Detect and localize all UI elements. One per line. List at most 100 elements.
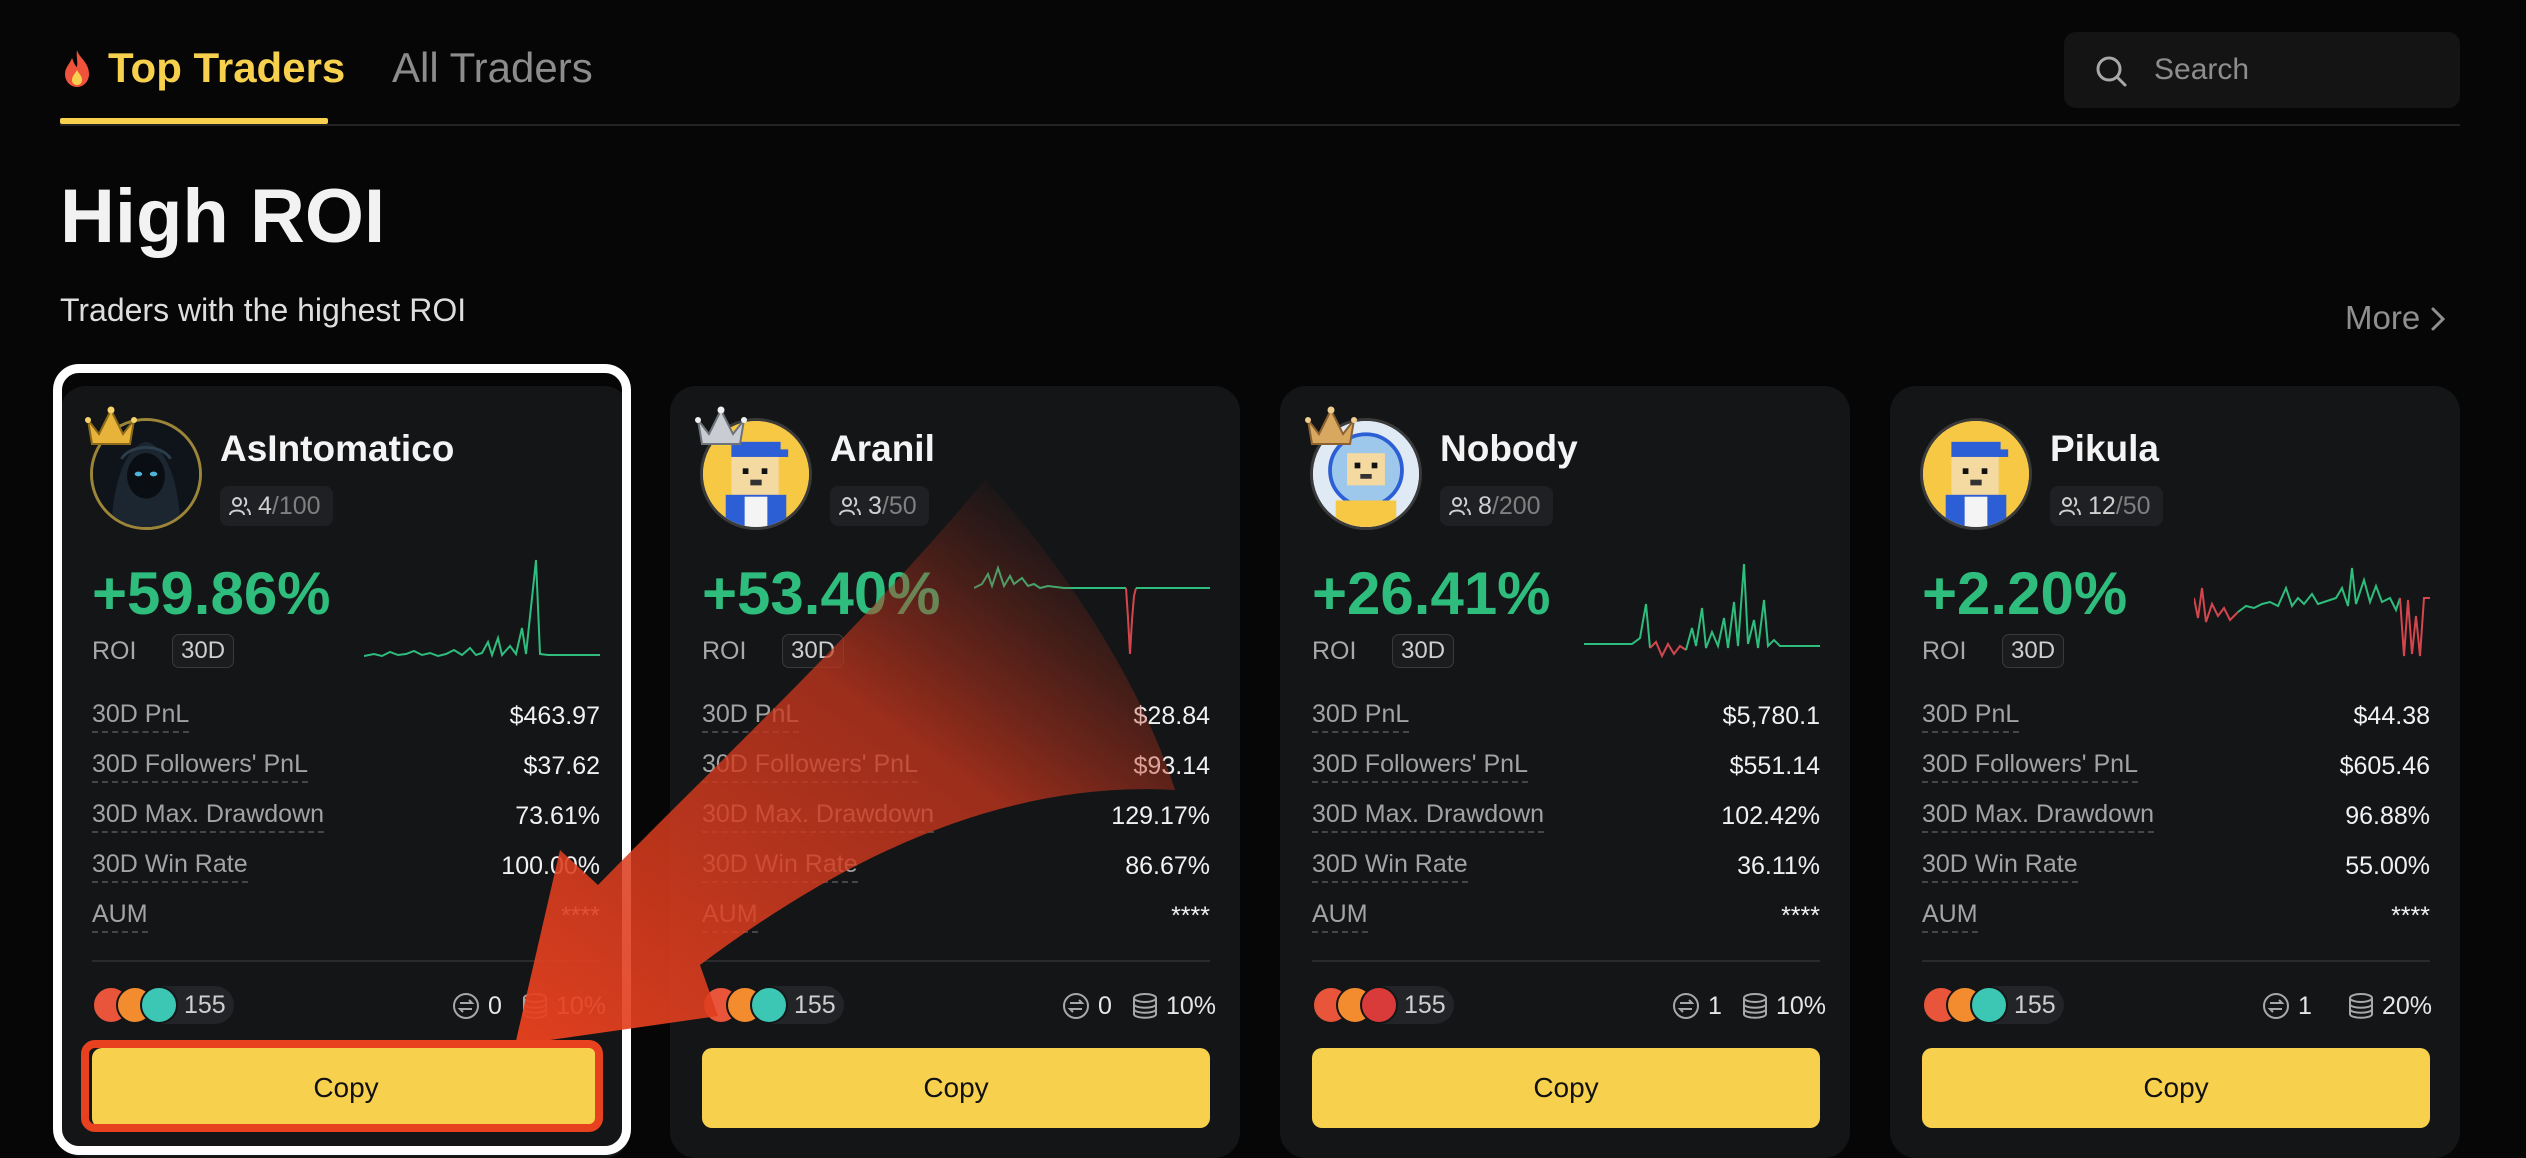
copy-button[interactable]: Copy (92, 1048, 600, 1128)
stat-label[interactable]: 30D PnL (702, 697, 800, 733)
users-icon (1449, 497, 1471, 516)
followers-badge: 12/50 (2050, 486, 2163, 526)
gold-crown-icon (85, 406, 137, 445)
roi-period-badge: 30D (172, 634, 235, 668)
stat-value: $5,780.1 (1722, 702, 1820, 730)
trader-name[interactable]: Pikula (2050, 428, 2159, 469)
tab-top-traders[interactable]: Top Traders (60, 40, 345, 96)
roi-period-badge: 30D (782, 634, 845, 668)
stat-value: $551.14 (1729, 752, 1820, 780)
swap-icon (1063, 993, 1089, 1019)
stat-label[interactable]: 30D Win Rate (1312, 847, 1468, 883)
stat-value: 55.00% (2345, 852, 2430, 880)
profit-share-value: 10% (1166, 992, 1217, 1020)
stat-max-drawdown: 30D Max. Drawdown 96.88% (1922, 797, 2430, 835)
stat-label[interactable]: AUM (92, 897, 148, 933)
stat-win-rate: 30D Win Rate 55.00% (1922, 847, 2430, 885)
profit-share: 20% (2348, 987, 2432, 1025)
followers-max: /50 (2115, 492, 2151, 520)
roi-label: ROI (1312, 637, 1357, 665)
stat-aum: AUM **** (1922, 897, 2430, 935)
stat-label[interactable]: AUM (1922, 897, 1978, 933)
trader-avatar-wrap (695, 406, 812, 530)
stat-value: **** (1171, 902, 1210, 930)
coins-stack-icon (2349, 993, 2373, 1019)
roi-label: ROI (92, 637, 137, 665)
followers-max: /200 (1491, 492, 1541, 520)
bronze-crown-icon (1305, 406, 1357, 445)
stat-label[interactable]: 30D PnL (92, 697, 190, 733)
more-link-label: More (2345, 299, 2421, 336)
stat-value: 96.88% (2345, 802, 2430, 830)
more-link[interactable]: More (2345, 296, 2446, 340)
followers-count: 8 (1478, 492, 1492, 520)
avatar[interactable] (1920, 418, 2032, 530)
trader-name[interactable]: Nobody (1440, 428, 1578, 469)
trader-name[interactable]: Aranil (830, 428, 935, 469)
roi-sparkline (1584, 563, 1820, 659)
pixel-dog-avatar (1923, 421, 2029, 527)
stat-value: 86.67% (1125, 852, 1210, 880)
roi-value: +59.86% (92, 560, 331, 627)
followers-count: 12 (2088, 492, 2116, 520)
copy-button[interactable]: Copy (1312, 1048, 1820, 1128)
stat-max-drawdown: 30D Max. Drawdown 102.42% (1312, 797, 1820, 835)
followers-count: 4 (258, 492, 272, 520)
profit-share-value: 10% (1776, 992, 1827, 1020)
stat-label[interactable]: 30D Win Rate (92, 847, 248, 883)
search-box[interactable] (2064, 32, 2460, 108)
trades-count: 1 (1672, 987, 1722, 1025)
stat-value: $28.84 (1133, 702, 1210, 730)
stat-followers-pnl: 30D Followers' PnL $93.14 (702, 747, 1210, 785)
stat-label[interactable]: 30D Followers' PnL (702, 747, 918, 783)
divider (702, 960, 1210, 962)
stat-label[interactable]: 30D Followers' PnL (92, 747, 308, 783)
coin-icon (750, 986, 788, 1024)
stat-label[interactable]: 30D Win Rate (1922, 847, 2078, 883)
trader-name[interactable]: AsIntomatico (220, 428, 455, 469)
copy-button[interactable]: Copy (702, 1048, 1210, 1128)
trades-count: 0 (452, 987, 502, 1025)
copy-button[interactable]: Copy (1922, 1048, 2430, 1128)
stat-value: $93.14 (1133, 752, 1210, 780)
trader-card: Aranil 3/50 +53.40% ROI 30D 30D PnL $28.8… (670, 386, 1240, 1158)
stat-value: **** (2391, 902, 2430, 930)
stat-win-rate: 30D Win Rate 86.67% (702, 847, 1210, 885)
roi-period-badge: 30D (2002, 634, 2065, 668)
flame-icon (65, 50, 89, 87)
followers-count: 3 (868, 492, 882, 520)
coin-icon (140, 986, 178, 1024)
trader-avatar-wrap (1305, 406, 1422, 530)
followers-badge: 3/50 (830, 486, 929, 526)
stat-label[interactable]: 30D Followers' PnL (1922, 747, 2138, 783)
stat-value: 36.11% (1737, 852, 1820, 880)
stat-label[interactable]: 30D Max. Drawdown (1312, 797, 1545, 833)
stat-label[interactable]: 30D Max. Drawdown (1922, 797, 2155, 833)
stat-value: **** (1781, 902, 1820, 930)
stat-value: $605.46 (2339, 752, 2430, 780)
stat-label[interactable]: 30D Followers' PnL (1312, 747, 1528, 783)
stat-followers-pnl: 30D Followers' PnL $551.14 (1312, 747, 1820, 785)
trades-count: 0 (1062, 987, 1112, 1025)
stat-pnl: 30D PnL $28.84 (702, 697, 1210, 735)
users-icon (229, 497, 251, 516)
stat-label[interactable]: 30D Max. Drawdown (702, 797, 935, 833)
top-nav: Top Traders All Traders (60, 0, 2460, 126)
coin-icon (1970, 986, 2008, 1024)
tab-all-traders[interactable]: All Traders (392, 44, 593, 91)
coins-stack-icon (1743, 993, 1767, 1019)
stat-label[interactable]: 30D PnL (1312, 697, 1410, 733)
stat-label[interactable]: 30D Max. Drawdown (92, 797, 325, 833)
stat-pnl: 30D PnL $5,780.1 (1312, 697, 1820, 735)
roi-label: ROI (702, 637, 747, 665)
stat-value: 102.42% (1721, 802, 1820, 830)
stat-label[interactable]: AUM (702, 897, 758, 933)
search-icon (2096, 56, 2127, 87)
search-input[interactable] (2154, 46, 2444, 94)
stat-label[interactable]: 30D PnL (1922, 697, 2020, 733)
stat-value: $44.38 (2353, 702, 2430, 730)
stat-label[interactable]: 30D Win Rate (702, 847, 858, 883)
roi-value: +2.20% (1922, 560, 2128, 627)
stat-label[interactable]: AUM (1312, 897, 1368, 933)
followers-badge: 8/200 (1440, 486, 1553, 526)
